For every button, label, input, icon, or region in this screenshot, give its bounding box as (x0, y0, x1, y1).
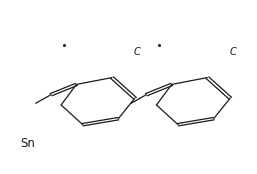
Text: Sn: Sn (21, 137, 35, 150)
Text: C: C (229, 47, 236, 57)
Text: C: C (134, 47, 141, 57)
